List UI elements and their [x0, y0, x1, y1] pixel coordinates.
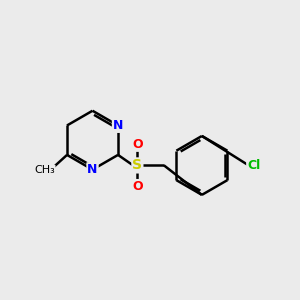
Text: O: O [132, 180, 143, 193]
Text: CH₃: CH₃ [34, 165, 55, 175]
Text: S: S [132, 158, 142, 172]
Text: N: N [87, 163, 98, 176]
Text: N: N [113, 119, 123, 132]
Text: O: O [132, 138, 143, 151]
Text: Cl: Cl [247, 159, 260, 172]
